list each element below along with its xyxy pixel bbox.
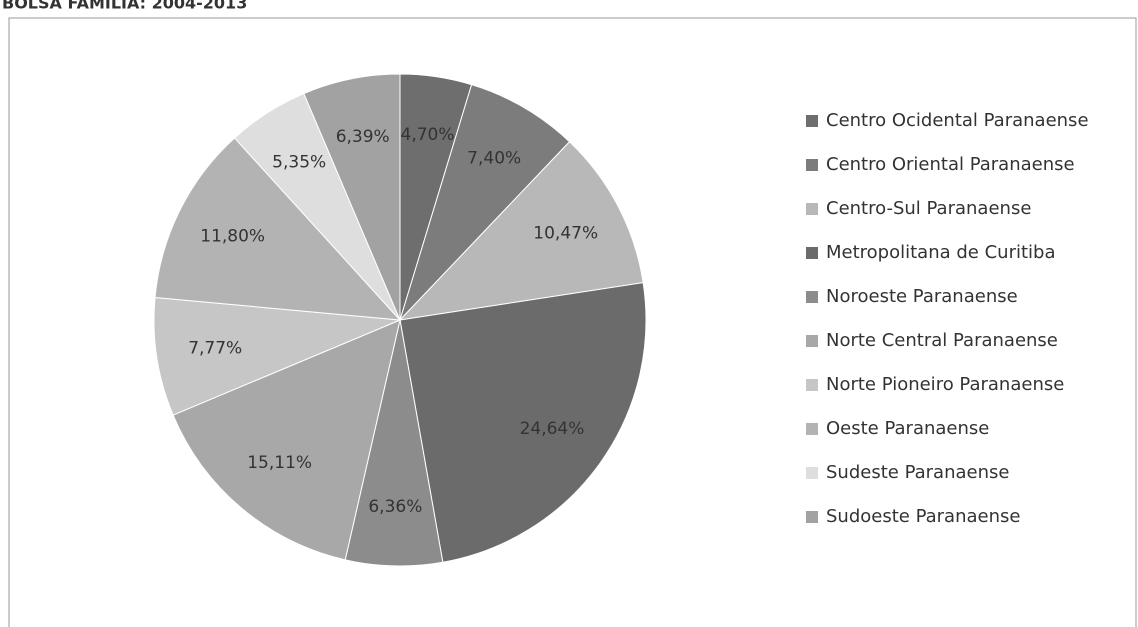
legend-label: Norte Pioneiro Paranaense [826, 374, 1064, 395]
data-label: 4,70% [401, 125, 455, 145]
legend-label: Norte Central Paranaense [826, 330, 1058, 351]
legend-label: Centro Ocidental Paranaense [826, 110, 1089, 131]
chart-frame [8, 17, 1137, 627]
pie-slice [172, 319, 401, 561]
legend-label: Sudoeste Paranaense [826, 506, 1020, 527]
legend-label: Noroeste Paranaense [826, 286, 1018, 307]
data-label: 5,35% [272, 153, 326, 173]
legend-label: Centro Oriental Paranaense [826, 154, 1075, 175]
legend-swatch [806, 115, 818, 127]
chart-title: BOLSA FAMILIA: 2004-2013 [2, 0, 247, 13]
data-label: 6,39% [336, 127, 390, 147]
data-label: 11,80% [200, 227, 265, 247]
legend-swatch [806, 379, 818, 391]
legend-swatch [806, 467, 818, 479]
pie-slice [153, 296, 401, 416]
legend-label: Sudeste Paranaense [826, 462, 1009, 483]
data-label: 7,40% [467, 148, 521, 168]
data-label: 15,11% [247, 453, 312, 473]
legend-swatch [806, 511, 818, 523]
pie-slice [399, 84, 571, 321]
legend-label: Oeste Paranaense [826, 418, 989, 439]
legend-swatch [806, 423, 818, 435]
pie-slice [154, 137, 402, 321]
pie-slice [398, 141, 644, 321]
legend-swatch [806, 203, 818, 215]
legend-label: Centro-Sul Paranaense [826, 198, 1031, 219]
pie-slice [303, 73, 401, 321]
legend-swatch [806, 291, 818, 303]
legend-swatch [806, 159, 818, 171]
legend-label: Metropolitana de Curitiba [826, 242, 1055, 263]
data-label: 7,77% [188, 338, 242, 358]
pie-slice [399, 282, 647, 563]
data-label: 6,36% [368, 497, 422, 517]
data-label: 10,47% [533, 223, 598, 243]
legend-swatch [806, 247, 818, 259]
data-label: 24,64% [520, 419, 585, 439]
legend-swatch [806, 335, 818, 347]
